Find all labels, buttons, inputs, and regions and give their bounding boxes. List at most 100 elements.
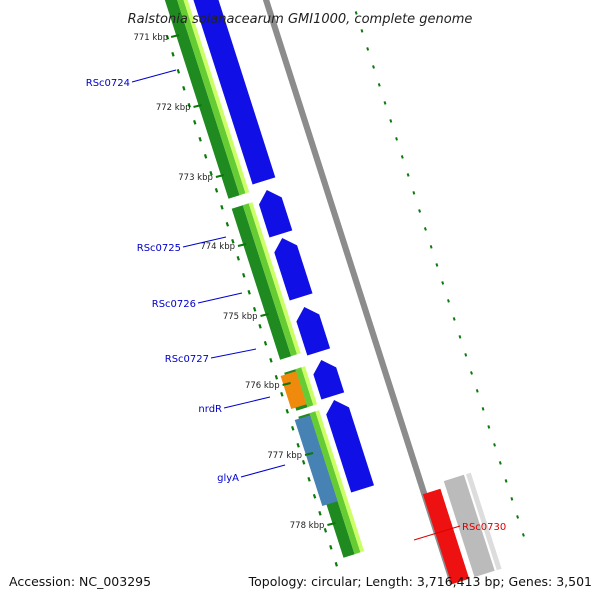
gene-label-text[interactable]: RSc0726 [152, 299, 196, 310]
gene-labels: RSc0724 RSc0725 RSc0726 RSc0727 nrdR glyA RSc0… [86, 69, 506, 541]
kbp-tick-label: 775 kbp [223, 312, 258, 322]
kbp-tick-mark [282, 382, 291, 386]
gc-scale-dash [231, 238, 235, 244]
outer-scale-dot [516, 515, 520, 519]
gene-label-rsc0725[interactable]: RSc0725 [137, 236, 227, 254]
feature-glya-steelblue [294, 415, 338, 506]
feature-rsc0730-gray [443, 474, 495, 578]
cds-rsc0725 [259, 190, 293, 238]
outer-scale-dot [441, 281, 445, 285]
gc-scale-dash [291, 425, 295, 431]
genome-summary-text: Topology: circular; Length: 3,716,413 bp… [248, 574, 592, 589]
gc-scale-dash [236, 255, 240, 261]
gc-scale-dash [247, 289, 251, 295]
gc-scale-dash [187, 102, 191, 108]
gc-scale-dash [225, 221, 230, 227]
sequence-backbone [262, 0, 456, 585]
cds-rsc0726 [274, 238, 313, 301]
outer-scale-dot [406, 173, 410, 177]
kbp-tick-label: 772 kbp [156, 103, 191, 113]
outer-scale-dot [372, 65, 375, 69]
cds-glya [326, 400, 374, 493]
gene-label-text[interactable]: RSc0730 [462, 522, 506, 533]
outer-scale-dot [429, 245, 433, 249]
outer-scale-dot [354, 11, 358, 15]
gc-light-green-band [309, 411, 361, 555]
gene-label-text[interactable]: RSc0724 [86, 78, 130, 89]
gene-label-rsc0724[interactable]: RSc0724 [86, 69, 177, 89]
kbp-tick-label: 774 kbp [200, 242, 235, 252]
gene-label-rsc0727[interactable]: RSc0727 [165, 348, 257, 365]
feature-rsc0730-gray-edge [466, 472, 502, 571]
outer-scale-dot [498, 461, 502, 465]
gene-label-nrdr[interactable]: nrdR [198, 396, 271, 415]
gene-label-leader-line [223, 396, 271, 409]
outer-scale-dot [487, 425, 491, 429]
gc-yellow-green-band [301, 366, 318, 406]
gc-scale-dash [252, 306, 257, 312]
outer-scale-dot [377, 83, 381, 87]
gc-yellow-green-band [183, 0, 250, 194]
outer-scale-dot [504, 479, 508, 483]
tick-marks: 771 kbp 772 kbp 773 kbp 774 kbp 775 kbp 776 k… [133, 33, 336, 531]
kbp-tick-mark [237, 243, 247, 247]
gene-label-text[interactable]: RSc0727 [165, 354, 209, 365]
gc-scale-dash [171, 51, 175, 57]
gc-scale-dash [301, 459, 306, 465]
gene-label-glya[interactable]: glyA [217, 464, 286, 484]
gc-dark-green-band [164, 0, 240, 199]
outer-scale-dot [395, 137, 398, 141]
kbp-tick-label: 777 kbp [267, 451, 302, 461]
outer-scale-dot [481, 407, 485, 411]
gene-label-rsc0726[interactable]: RSc0726 [152, 292, 243, 310]
kbp-tick-mark [304, 452, 314, 456]
gc-scale-dash [193, 119, 197, 125]
outer-scale-dot [383, 101, 387, 105]
outer-scale-dot [400, 155, 404, 159]
gc-scale-dash [274, 374, 279, 380]
gc-scale-dash [203, 153, 208, 159]
gc-scale-dash [269, 357, 273, 363]
outer-scale-dot [452, 317, 456, 321]
kbp-tick-mark [170, 34, 180, 38]
gene-label-rsc0730[interactable]: RSc0730 [413, 522, 506, 541]
gc-scale-dash [182, 85, 186, 91]
kbp-tick-mark [327, 522, 336, 526]
outer-scale-dot [360, 29, 364, 33]
gc-scale-dash [214, 187, 219, 193]
outer-scale-dot [418, 209, 422, 213]
gc-scale-dash [165, 34, 170, 40]
gc-scale-dash [307, 476, 311, 482]
gc-scale-dash [285, 408, 289, 414]
outer-scale-dot [423, 227, 427, 231]
gene-label-text[interactable]: RSc0725 [137, 243, 181, 254]
gene-label-leader-line [240, 464, 286, 478]
gc-yellow-green-band [248, 202, 301, 355]
outer-scale-dot [458, 335, 462, 339]
kbp-tick-mark [215, 174, 225, 178]
cds-nrdr [313, 360, 345, 400]
gene-label-text[interactable]: glyA [217, 473, 239, 484]
gc-scale-dash [263, 340, 268, 346]
outer-scale-dot [521, 533, 525, 537]
gc-scale-dash [280, 391, 284, 397]
kbp-tick-label: 773 kbp [178, 173, 213, 183]
genome-title: Ralstonia solanacearum GMI1000, complete… [128, 12, 473, 27]
outer-scale-dot [464, 353, 468, 357]
kbp-tick-label: 776 kbp [245, 381, 280, 391]
gene-label-text[interactable]: nrdR [198, 404, 222, 415]
gc-scale-dash [329, 544, 333, 550]
gc-scale-dash [334, 561, 338, 567]
cds-rsc0724 [193, 0, 276, 185]
gc-light-green-band [242, 203, 297, 357]
outer-scale-dot [389, 119, 393, 123]
gc-light-green-band [295, 367, 314, 408]
kbp-tick-label: 778 kbp [290, 521, 325, 531]
gc-scale-dash [296, 442, 300, 448]
outer-scale-dot [493, 443, 496, 447]
cds-rsc0727 [296, 307, 331, 356]
kbp-tick-label: 771 kbp [133, 33, 168, 43]
outer-scale-dot [412, 191, 416, 195]
